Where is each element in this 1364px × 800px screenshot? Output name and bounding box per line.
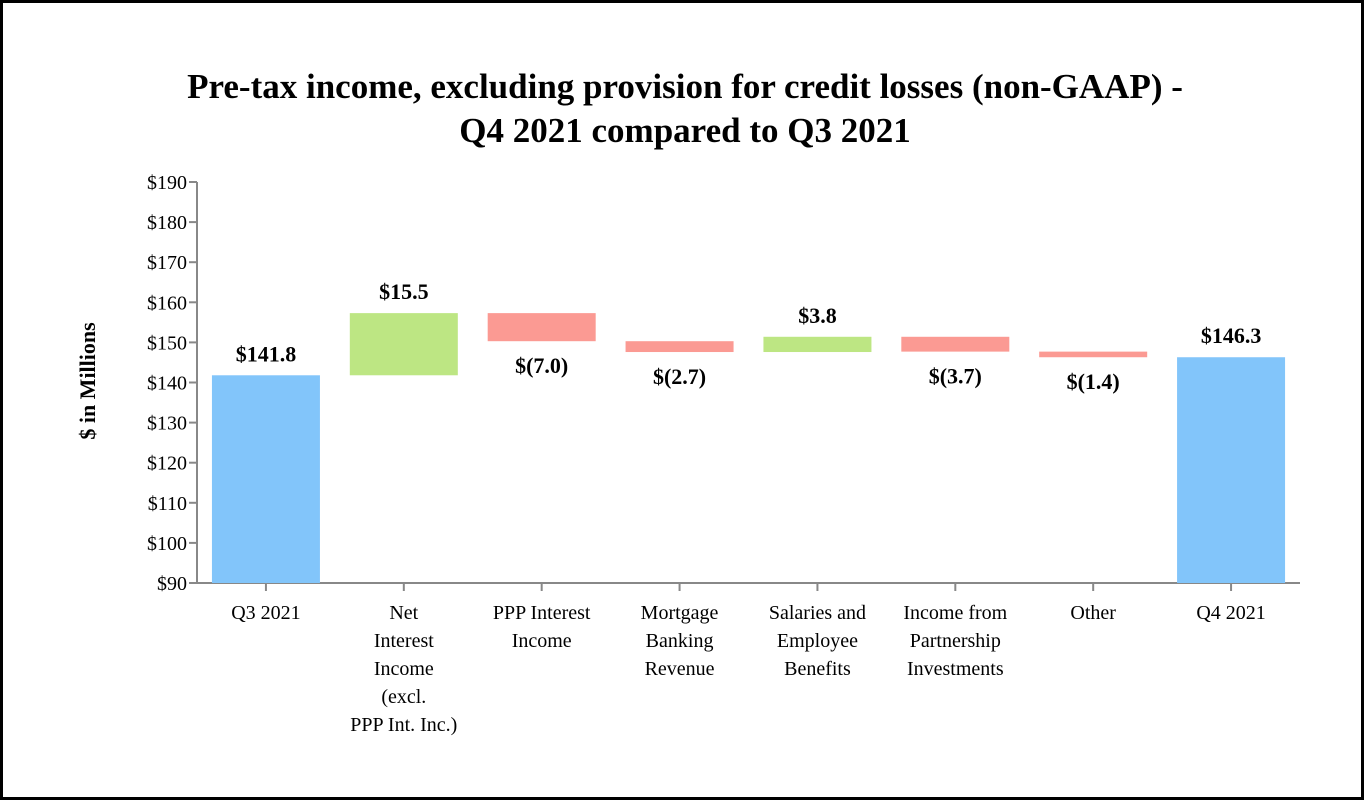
y-axis-title: $ in Millions [75, 322, 100, 440]
data-label-0: $141.8 [236, 341, 297, 366]
data-label-2: $(7.0) [515, 353, 568, 378]
chart-title: Pre-tax income, excluding provision for … [3, 65, 1364, 153]
bar-5 [901, 336, 1010, 352]
y-tick-label: $160 [147, 292, 187, 314]
category-label-0: Q3 2021 [231, 602, 300, 624]
y-tick-label: $140 [147, 373, 187, 395]
category-label-6: Other [1070, 602, 1116, 624]
bar-2 [487, 313, 596, 342]
category-label-5: Income from Partnership Investments [903, 602, 1007, 680]
bars [211, 313, 1286, 583]
bar-6 [1039, 351, 1148, 358]
x-axis: Q3 2021 Net Interest Income (excl. PPP Int. I… [197, 582, 1300, 736]
data-label-7: $146.3 [1201, 323, 1262, 348]
category-label-2: PPP Interest Income [493, 602, 591, 652]
y-tick-label: $120 [147, 453, 187, 475]
y-tick-label: $170 [147, 252, 187, 274]
y-tick-label: $110 [148, 493, 187, 515]
y-tick-label: $90 [157, 573, 187, 595]
bar-4 [763, 336, 872, 353]
category-label-1: Net Interest Income (excl. PPP Int. Inc.) [350, 602, 457, 736]
bar-0 [211, 375, 320, 583]
data-label-4: $3.8 [798, 303, 837, 328]
y-tick-label: $150 [147, 332, 187, 354]
chart-title-line-1: Pre-tax income, excluding provision for … [187, 67, 1183, 106]
bar-7 [1177, 357, 1286, 583]
data-label-6: $(1.4) [1067, 369, 1120, 394]
y-tick-label: $190 [147, 172, 187, 194]
data-label-1: $15.5 [379, 279, 429, 304]
y-tick-label: $100 [147, 533, 187, 555]
y-tick-label: $180 [147, 212, 187, 234]
data-label-3: $(2.7) [653, 364, 706, 389]
y-axis: $90 $100 $110 $120 $130 $140 $150 $160 $170 $180 $… [147, 172, 198, 595]
category-label-3: Mortgage Banking Revenue [641, 602, 719, 680]
y-tick-label: $130 [147, 413, 187, 435]
data-labels: $141.8 $15.5 $(7.0) $(2.7) $3.8 $(3.7) $(1.4) $… [236, 279, 1262, 394]
category-label-4: Salaries and Employee Benefits [769, 602, 866, 680]
bar-1 [349, 313, 458, 376]
data-label-5: $(3.7) [929, 364, 982, 389]
bar-3 [625, 341, 734, 353]
chart-title-line-2: Q4 2021 compared to Q3 2021 [459, 111, 911, 150]
category-label-7: Q4 2021 [1196, 602, 1265, 624]
